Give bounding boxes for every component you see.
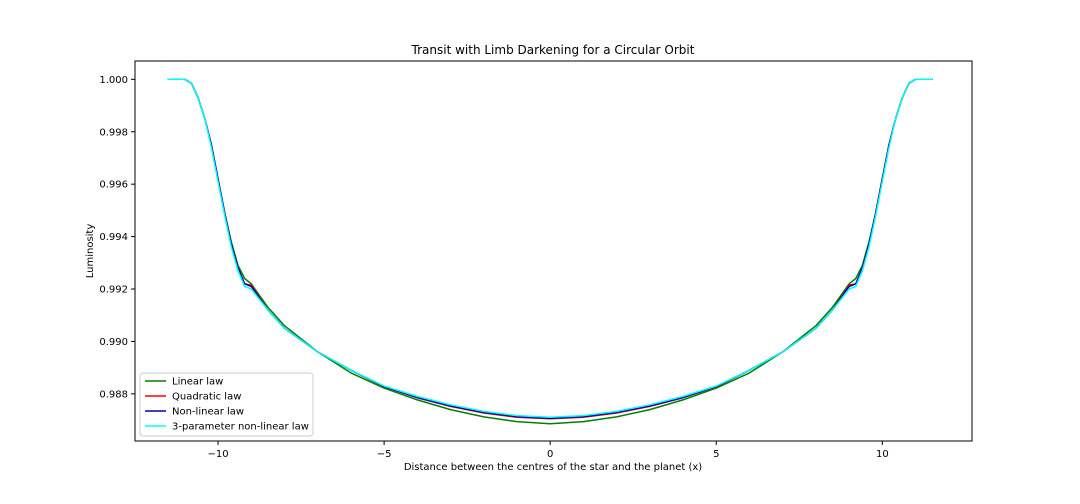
- y-tick-label: 0.998: [99, 127, 128, 138]
- x-axis-label: Distance between the centres of the star…: [404, 462, 702, 473]
- series-layer: [167, 78, 933, 425]
- x-tick-label: 5: [713, 449, 719, 460]
- legend-label: 3-parameter non-linear law: [172, 422, 309, 433]
- legend-items: Linear law Quadratic law Non-linear law 3-p…: [145, 377, 309, 433]
- plot-frame: [134, 60, 973, 442]
- x-axis: −10 −5 0 5 10: [207, 441, 889, 460]
- y-tick-label: 0.988: [99, 389, 128, 400]
- legend-box: [139, 372, 314, 437]
- y-tick-label: 1.000: [99, 75, 128, 86]
- y-tick-label: 0.994: [99, 232, 128, 243]
- x-tick-label: 0: [547, 449, 553, 460]
- y-tick-label: 0.990: [99, 337, 128, 348]
- legend: Linear law Quadratic law Non-linear law 3-p…: [139, 372, 314, 437]
- y-axis: 0.988 0.990 0.992 0.994 0.996 0.998 1.000: [99, 75, 135, 400]
- y-tick-label: 0.992: [99, 285, 128, 296]
- legend-label: Quadratic law: [172, 392, 241, 403]
- x-tick-label: 10: [876, 449, 889, 460]
- chart-title: Transit with Limb Darkening for a Circul…: [411, 43, 695, 57]
- y-tick-label: 0.996: [99, 180, 128, 191]
- x-tick-label: −5: [377, 449, 392, 460]
- legend-label: Linear law: [172, 377, 223, 388]
- x-tick-label: −10: [207, 449, 228, 460]
- legend-label: Non-linear law: [172, 407, 244, 418]
- y-axis-label: Luminosity: [85, 224, 96, 279]
- series-line-3-parameter-non-linear-law: [167, 78, 933, 418]
